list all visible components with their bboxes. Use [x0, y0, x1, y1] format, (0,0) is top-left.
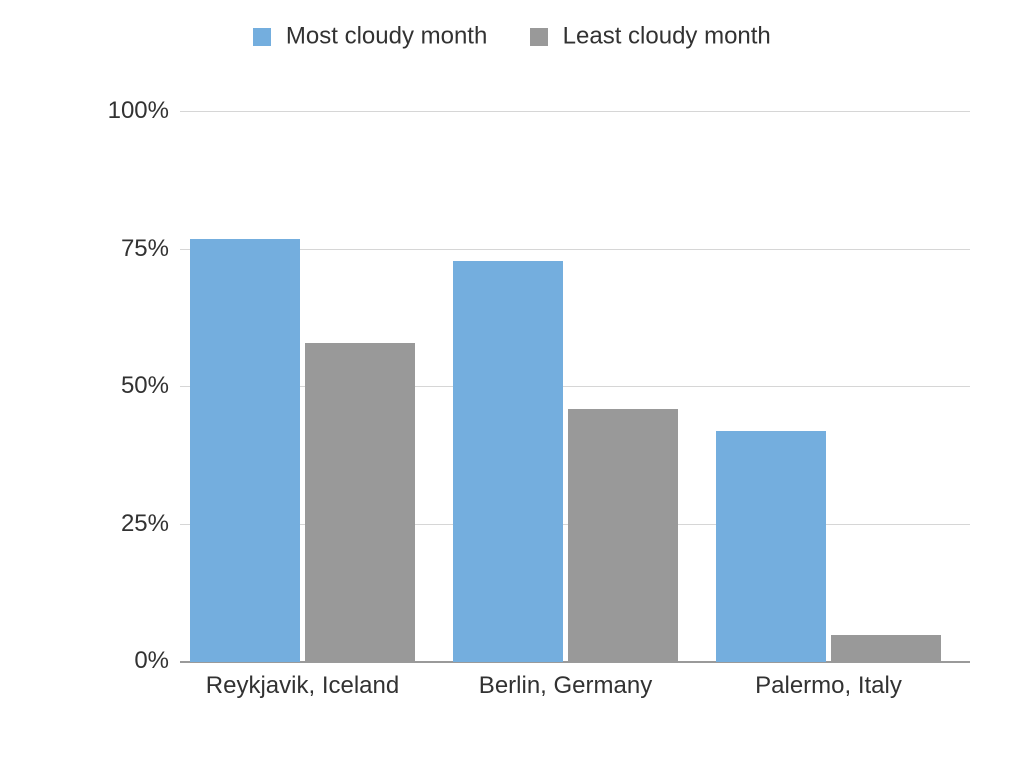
x-axis-label-berlin: Berlin, Germany — [479, 672, 652, 700]
bar-reykjavik-most — [190, 239, 300, 663]
bar-berlin-least — [568, 409, 678, 662]
bar-palermo-least — [831, 635, 941, 663]
y-axis-label-100: 100% — [89, 97, 169, 125]
legend-label-least: Least cloudy month — [563, 23, 771, 50]
y-axis-label-50: 50% — [89, 372, 169, 400]
y-axis-label-0: 0% — [89, 647, 169, 675]
plot-area — [180, 111, 970, 662]
legend-swatch-most — [253, 28, 271, 46]
legend-item-most: Most cloudy month — [253, 22, 487, 51]
y-axis-label-25: 25% — [89, 510, 169, 538]
x-axis-label-palermo: Palermo, Italy — [755, 672, 902, 700]
legend-item-least: Least cloudy month — [530, 22, 771, 51]
bar-palermo-most — [716, 431, 826, 662]
bar-berlin-most — [453, 261, 563, 663]
legend: Most cloudy month Least cloudy month — [0, 22, 1024, 51]
legend-swatch-least — [530, 28, 548, 46]
x-axis-label-reykjavik: Reykjavik, Iceland — [206, 672, 399, 700]
gridline-100 — [180, 111, 970, 112]
legend-label-most: Most cloudy month — [286, 23, 487, 50]
bar-reykjavik-least — [305, 343, 415, 662]
cloudiness-chart: Most cloudy month Least cloudy month 0% … — [0, 0, 1024, 768]
y-axis-label-75: 75% — [89, 235, 169, 263]
